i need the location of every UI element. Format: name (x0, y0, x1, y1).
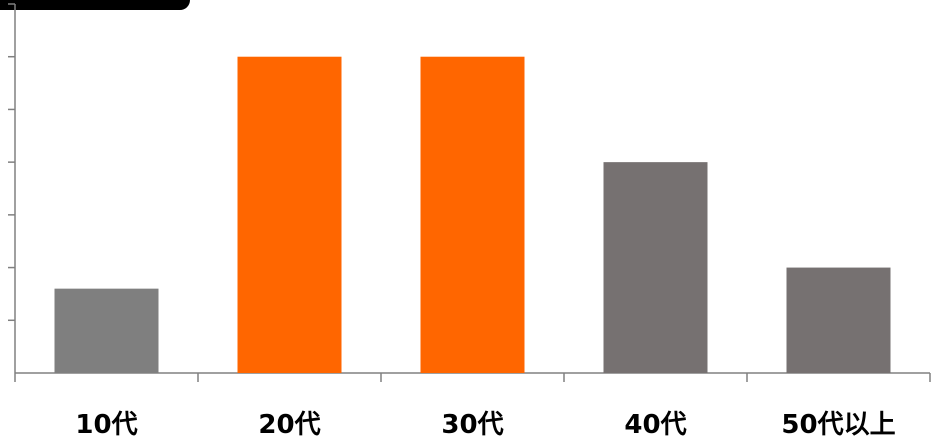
y-axis (8, 3, 16, 373)
category-label: 50代以上 (781, 410, 895, 439)
bars (54, 56, 891, 373)
bar-2 (237, 56, 342, 373)
bar-4 (603, 162, 708, 373)
bar-5 (786, 267, 891, 373)
category-label: 20代 (258, 410, 320, 439)
bar-1 (54, 288, 159, 373)
category-label: 10代 (75, 410, 137, 439)
bar-3 (420, 56, 525, 373)
category-label: 30代 (441, 410, 503, 439)
chart-title-tab (0, 0, 190, 10)
category-label: 40代 (624, 410, 686, 439)
x-axis (14, 372, 931, 382)
category-labels: 10代 20代 30代 40代 50代以上 (75, 410, 895, 439)
